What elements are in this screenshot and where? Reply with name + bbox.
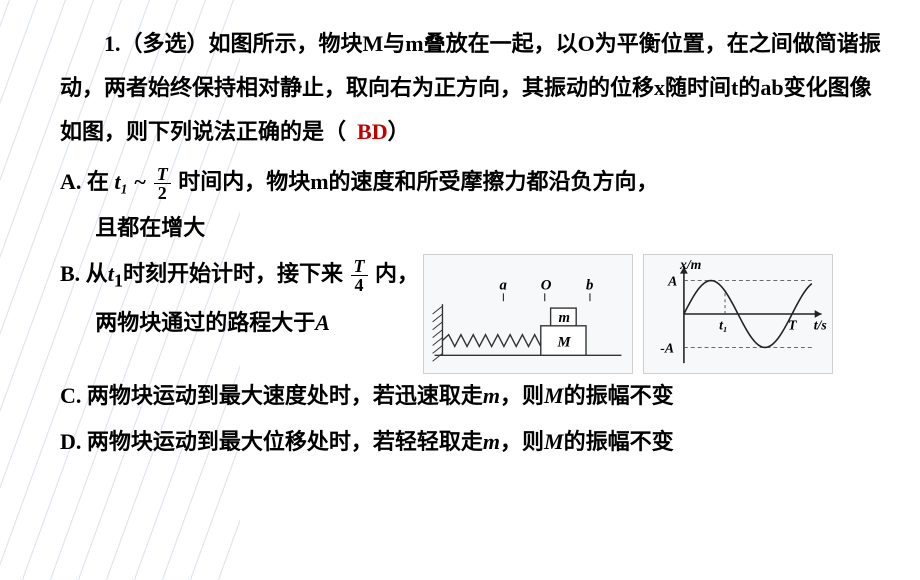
- frac-num: T: [154, 165, 171, 185]
- svg-text:a: a: [499, 277, 507, 293]
- option-c: C. 两物块运动到最大速度处时，若迅速取走m，则M的振幅不变: [60, 374, 884, 418]
- option-c-end: 的振幅不变: [564, 383, 674, 408]
- option-b: B. 从t1时刻开始计时，接下来 T 4 内，: [60, 252, 419, 299]
- option-a-lead: A. 在: [60, 169, 109, 194]
- option-b-sub: 两物块通过的路程大于A: [60, 301, 419, 345]
- option-a: A. 在 t₁ ~ T 2 时间内，物块m的速度和所受摩擦力都沿负方向，: [60, 160, 884, 204]
- svg-text:m: m: [558, 310, 569, 326]
- fraction-t-over-2: T 2: [154, 165, 171, 204]
- option-d-end: 的振幅不变: [564, 429, 674, 454]
- option-a-sub: 且都在增大: [60, 206, 884, 250]
- option-b-mid2: 内，: [370, 261, 420, 286]
- options-block: A. 在 t₁ ~ T 2 时间内，物块m的速度和所受摩擦力都沿负方向， 且都在…: [60, 160, 884, 464]
- svg-text:-A: -A: [660, 340, 674, 355]
- figure-spring-blocks: mMa Ob: [423, 254, 633, 374]
- svg-text:M: M: [557, 334, 572, 350]
- option-b-A: A: [315, 310, 330, 335]
- option-d: D. 两物块运动到最大位移处时，若轻轻取走m，则M的振幅不变: [60, 420, 884, 464]
- option-c-lead: C. 两物块运动到最大速度处时，若迅速取走: [60, 383, 483, 408]
- option-c-m: m: [483, 383, 500, 408]
- question-number: 1.（多选）: [104, 31, 209, 56]
- option-d-tail: ，则: [500, 429, 544, 454]
- option-b-t1sub: 1: [114, 270, 123, 290]
- option-d-M: M: [544, 429, 564, 454]
- svg-text:O: O: [541, 277, 552, 293]
- slide-content: 1.（多选）如图所示，物块M与m叠放在一起，以O为平衡位置，在之间做简谐振动，两…: [0, 0, 920, 486]
- option-d-m: m: [483, 429, 500, 454]
- svg-text:A: A: [667, 273, 677, 288]
- option-b-mid1: 时刻开始计时，接下来: [123, 261, 343, 286]
- option-d-lead: D. 两物块运动到最大位移处时，若轻轻取走: [60, 429, 483, 454]
- fraction-t-over-4: T 4: [351, 257, 368, 296]
- option-c-M: M: [544, 383, 564, 408]
- svg-text:x/m: x/m: [679, 257, 702, 272]
- frac-num-b: T: [351, 257, 368, 277]
- question-close: ）: [388, 119, 410, 144]
- question-stem: 1.（多选）如图所示，物块M与m叠放在一起，以O为平衡位置，在之间做简谐振动，两…: [60, 22, 884, 154]
- option-a-texpr: t₁ ~: [114, 169, 146, 194]
- option-b-row: B. 从t1时刻开始计时，接下来 T 4 内， 两物块通过的路程大于A mMaO…: [60, 252, 884, 374]
- answer-text: BD: [357, 119, 388, 144]
- svg-text:t/s: t/s: [814, 318, 827, 333]
- frac-den: 2: [154, 184, 171, 203]
- option-c-tail: ，则: [500, 383, 544, 408]
- option-a-tail: 时间内，物块m的速度和所受摩擦力都沿负方向，: [178, 169, 658, 194]
- option-b-sublead: 两物块通过的路程大于: [95, 310, 315, 335]
- svg-text:t₁: t₁: [719, 318, 728, 333]
- option-b-lead: B. 从: [60, 261, 108, 286]
- svg-text:b: b: [586, 277, 593, 293]
- figure-xt-graph: x/m t/s A -A Tt₁: [643, 254, 833, 374]
- svg-text:T: T: [788, 318, 797, 333]
- frac-den-b: 4: [351, 276, 368, 295]
- figures-container: mMa Ob x/m t/s A -A Tt₁: [423, 254, 833, 374]
